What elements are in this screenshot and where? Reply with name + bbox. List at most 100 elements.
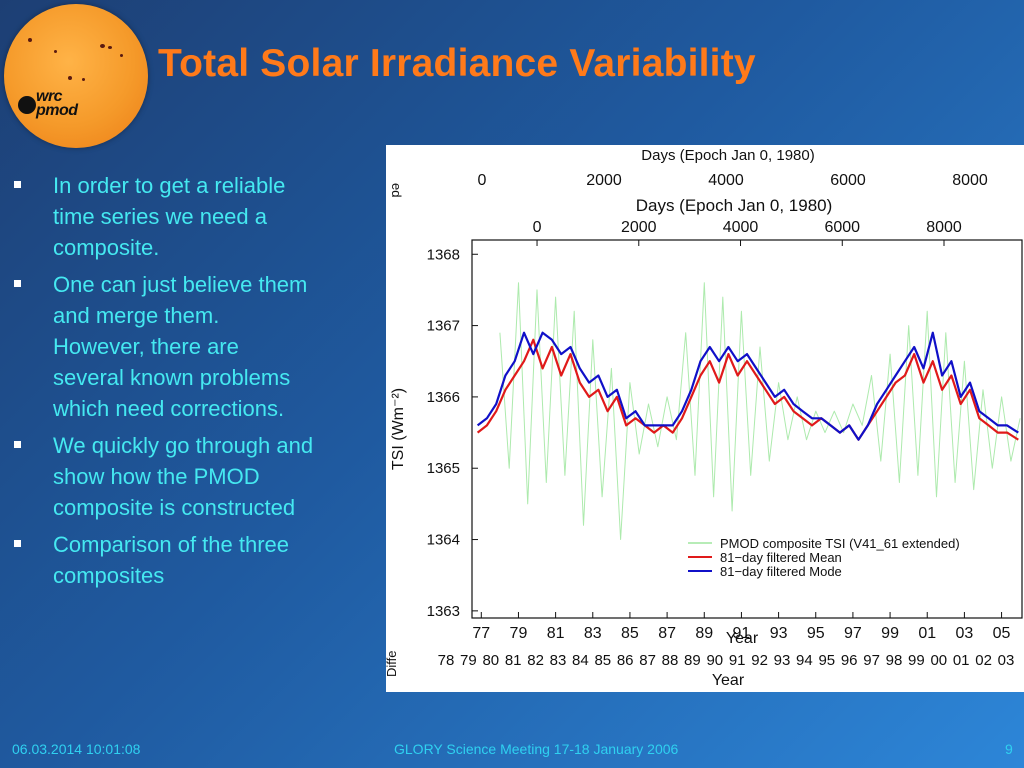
y-tick-label: 1366: [427, 389, 460, 406]
logo-line-pmod: pmod: [36, 102, 78, 119]
year-tick-label: 91: [733, 625, 751, 642]
lower-year-tick-label: 99: [908, 652, 925, 669]
year-tick-label: 77: [472, 625, 490, 642]
year-tick-label: 87: [658, 625, 676, 642]
days-tick-label: 4000: [723, 219, 759, 236]
days-tick-label: 6000: [824, 219, 860, 236]
lower-year-tick-label: 03: [998, 652, 1015, 669]
lower-year-tick-label: 80: [482, 652, 499, 669]
sunspot: [108, 46, 112, 49]
filtered-mean-line: [476, 338, 1019, 441]
series-layer: [476, 282, 1021, 540]
pmod-logo-mark: [18, 96, 36, 114]
lower-year-tick-label: 98: [886, 652, 903, 669]
behind-days-tick-label: 4000: [708, 172, 744, 189]
lower-year-tick-label: 83: [550, 652, 567, 669]
bullet-square-icon: [14, 181, 21, 188]
bullet-text: In order to get a reliable time series w…: [53, 173, 286, 260]
composite-tsi-line: [499, 282, 1021, 540]
bullet-text: We quickly go through and show how the P…: [53, 433, 314, 520]
y-axis-ticks: 1368 1367 1366 1365 1364 1363: [427, 246, 478, 620]
bullet-item: One can just believe them and merge them…: [14, 269, 314, 424]
year-tick-label: 89: [695, 625, 713, 642]
year-tick-label: 01: [918, 625, 936, 642]
sunspot: [82, 78, 85, 81]
filtered-mode-line: [476, 331, 1019, 441]
year-tick-label: 97: [844, 625, 862, 642]
lower-year-tick-label: 79: [460, 652, 477, 669]
behind-days-tick-label: 6000: [830, 172, 866, 189]
year-tick-label: 99: [881, 625, 899, 642]
lower-year-tick-label: 93: [774, 652, 791, 669]
days-tick-label: 2000: [621, 219, 657, 236]
plot-frame: [471, 239, 1023, 619]
lower-year-tick-label: 97: [863, 652, 880, 669]
behind-days-tick-label: 8000: [952, 172, 988, 189]
footer-event: GLORY Science Meeting 17-18 January 2006: [394, 741, 679, 757]
logo-line-wrc: wrc: [36, 88, 63, 105]
year-tick-label: 81: [547, 625, 565, 642]
legend-label-mean: 81−day filtered Mean: [720, 550, 842, 565]
lower-year-tick-label: 86: [617, 652, 634, 669]
y-tick-label: 1368: [427, 246, 460, 263]
lower-year-tick-label: 88: [662, 652, 679, 669]
days-tick-label: 0: [533, 219, 542, 236]
footer-date: 06.03.2014 10:01:08: [12, 741, 141, 757]
legend-label-mode: 81−day filtered Mode: [720, 564, 842, 579]
y-tick-label: 1367: [427, 318, 460, 335]
bullet-item: We quickly go through and show how the P…: [14, 430, 314, 523]
lower-year-tick-label: 01: [953, 652, 970, 669]
pmod-sun-logo: wrc pmod: [4, 4, 148, 148]
lower-year-tick-label: 96: [841, 652, 858, 669]
year-tick-label: 83: [584, 625, 602, 642]
legend-label-composite: PMOD composite TSI (V41_61 extended): [720, 536, 960, 551]
bullet-square-icon: [14, 540, 21, 547]
bullet-text: One can just believe them and merge them…: [53, 272, 308, 421]
lower-year-tick-label: 02: [975, 652, 992, 669]
behind-left-fragment: ed: [389, 183, 404, 197]
lower-year-tick-label: 81: [505, 652, 522, 669]
lower-year-tick-label: 82: [527, 652, 544, 669]
sunspot: [68, 76, 72, 80]
lower-year-tick-label: 94: [796, 652, 813, 669]
lower-left-fragment: Diffe: [386, 651, 399, 678]
year-tick-label: 03: [956, 625, 974, 642]
y-tick-label: 1363: [427, 603, 460, 620]
bullet-item: In order to get a reliable time series w…: [14, 170, 314, 263]
lower-year-tick-label: 84: [572, 652, 589, 669]
y-tick-label: 1364: [427, 532, 460, 549]
bullet-item: Comparison of the three composites: [14, 529, 314, 591]
lower-year-tick-label: 91: [729, 652, 746, 669]
year-tick-label: 79: [510, 625, 528, 642]
days-tick-label: 8000: [926, 219, 962, 236]
lower-year-tick-label: 87: [639, 652, 656, 669]
bullet-text: Comparison of the three composites: [53, 532, 290, 588]
bullet-square-icon: [14, 441, 21, 448]
lower-year-label: Year: [712, 672, 745, 689]
bullet-square-icon: [14, 280, 21, 287]
pmod-logo-text: wrc pmod: [16, 88, 78, 119]
y-tick-label: 1365: [427, 460, 460, 477]
tsi-figure: Days (Epoch Jan 0, 1980) 0 2000 4000 6000 80…: [386, 145, 1024, 692]
tsi-chart: Days (Epoch Jan 0, 1980) 0 2000 4000 6000 80…: [386, 147, 1023, 689]
legend: PMOD composite TSI (V41_61 extended) 81−…: [688, 536, 960, 579]
lower-year-ticks: 78 79 80 81 82 83 84 85 86 87 88 89 90 91 92 93 94 95 96 97…: [438, 652, 1015, 669]
behind-days-ticks: 0 2000 4000 6000 8000: [478, 172, 988, 189]
year-tick-label: 95: [807, 625, 825, 642]
lower-year-tick-label: 85: [594, 652, 611, 669]
y-axis-label: TSI (Wm⁻²): [390, 388, 407, 470]
lower-year-tick-label: 00: [930, 652, 947, 669]
year-tick-label: 93: [770, 625, 788, 642]
year-axis-ticks: 77 79 81 83 85 87 89 91 93 95 97 99 01 03 05: [472, 612, 1011, 642]
sunspot: [54, 50, 57, 53]
sunspot: [100, 44, 105, 48]
year-tick-label: 85: [621, 625, 639, 642]
lower-year-tick-label: 90: [706, 652, 723, 669]
behind-days-tick-label: 0: [478, 172, 487, 189]
lower-year-tick-label: 92: [751, 652, 768, 669]
slide-title: Total Solar Irradiance Variability: [158, 42, 756, 85]
behind-days-tick-label: 2000: [586, 172, 622, 189]
lower-year-tick-label: 78: [438, 652, 455, 669]
lower-year-tick-label: 95: [818, 652, 835, 669]
x-axis-label: Year: [726, 630, 759, 647]
